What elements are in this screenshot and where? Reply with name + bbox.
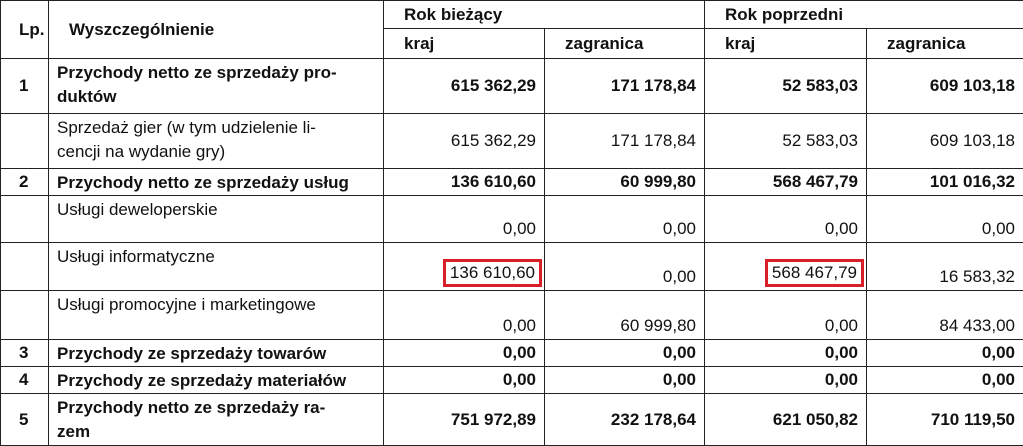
table-row: Usługi promocyjne i marketingowe 0,00 60… — [1, 291, 1023, 340]
cell-previous-foreign: 609 103,18 — [867, 114, 1023, 169]
table-row: 4 Przychody ze sprzedaży materiałów 0,00… — [1, 367, 1023, 394]
header-current-foreign: zagranica — [545, 29, 705, 59]
header-lp: Lp. — [1, 1, 49, 59]
cell-previous-domestic: 0,00 — [705, 340, 867, 367]
cell-previous-foreign: 0,00 — [867, 367, 1023, 394]
row-description: Przychody netto ze sprzedaży usług — [49, 169, 384, 196]
cell-previous-domestic: 52 583,03 — [705, 59, 867, 114]
table-row: Sprzedaż gier (w tym udzielenie li- cenc… — [1, 114, 1023, 169]
cell-current-foreign: 0,00 — [545, 340, 705, 367]
cell-previous-domestic: 0,00 — [705, 196, 867, 243]
row-lp — [1, 243, 49, 291]
header-previous-foreign: zagranica — [867, 29, 1023, 59]
row-description: Sprzedaż gier (w tym udzielenie li- cenc… — [49, 114, 384, 169]
cell-previous-foreign: 84 433,00 — [867, 291, 1023, 340]
cell-current-domestic: 0,00 — [384, 291, 545, 340]
header-description: Wyszczególnienie — [49, 1, 384, 59]
row-lp: 2 — [1, 169, 49, 196]
cell-current-domestic: 615 362,29 — [384, 59, 545, 114]
cell-current-foreign: 0,00 — [545, 367, 705, 394]
highlight-box: 136 610,60 — [443, 259, 542, 287]
cell-current-foreign: 60 999,80 — [545, 291, 705, 340]
cell-current-domestic: 615 362,29 — [384, 114, 545, 169]
table-row: Usługi informatyczne 136 610,60 0,00 568… — [1, 243, 1023, 291]
cell-current-domestic: 136 610,60 — [384, 243, 545, 291]
cell-current-foreign: 60 999,80 — [545, 169, 705, 196]
cell-previous-domestic: 568 467,79 — [705, 169, 867, 196]
cell-current-domestic: 136 610,60 — [384, 169, 545, 196]
cell-previous-foreign: 101 016,32 — [867, 169, 1023, 196]
cell-current-foreign: 232 178,64 — [545, 394, 705, 446]
row-description-line: Przychody netto ze sprzedaży pro- — [57, 61, 375, 85]
header-current-domestic: kraj — [384, 29, 545, 59]
row-description-line: cencji na wydanie gry) — [57, 140, 375, 164]
row-description-line: duktów — [57, 85, 375, 109]
row-lp: 3 — [1, 340, 49, 367]
cell-previous-domestic: 621 050,82 — [705, 394, 867, 446]
row-description: Przychody netto ze sprzedaży ra- zem — [49, 394, 384, 446]
row-description: Usługi informatyczne — [49, 243, 384, 291]
cell-previous-domestic: 568 467,79 — [705, 243, 867, 291]
row-lp: 1 — [1, 59, 49, 114]
cell-previous-domestic: 0,00 — [705, 291, 867, 340]
header-previous-domestic: kraj — [705, 29, 867, 59]
cell-previous-foreign: 0,00 — [867, 196, 1023, 243]
row-lp: 5 — [1, 394, 49, 446]
row-description: Usługi deweloperskie — [49, 196, 384, 243]
row-lp — [1, 196, 49, 243]
cell-current-foreign: 0,00 — [545, 196, 705, 243]
cell-current-foreign: 171 178,84 — [545, 114, 705, 169]
row-lp — [1, 291, 49, 340]
cell-previous-foreign: 16 583,32 — [867, 243, 1023, 291]
cell-current-domestic: 751 972,89 — [384, 394, 545, 446]
table-row: Usługi deweloperskie 0,00 0,00 0,00 0,00 — [1, 196, 1023, 243]
cell-previous-foreign: 609 103,18 — [867, 59, 1023, 114]
header-previous-year: Rok poprzedni — [705, 1, 1023, 29]
table-row: 1 Przychody netto ze sprzedaży pro- dukt… — [1, 59, 1023, 114]
cell-current-domestic: 0,00 — [384, 196, 545, 243]
cell-current-foreign: 0,00 — [545, 243, 705, 291]
row-lp: 4 — [1, 367, 49, 394]
row-description-line: Sprzedaż gier (w tym udzielenie li- — [57, 116, 375, 140]
cell-current-domestic: 0,00 — [384, 367, 545, 394]
row-description: Przychody ze sprzedaży towarów — [49, 340, 384, 367]
cell-previous-foreign: 710 119,50 — [867, 394, 1023, 446]
row-description-line: zem — [57, 420, 375, 444]
cell-previous-domestic: 52 583,03 — [705, 114, 867, 169]
highlight-box: 568 467,79 — [765, 259, 864, 287]
row-description-line: Przychody netto ze sprzedaży ra- — [57, 396, 375, 420]
cell-current-foreign: 171 178,84 — [545, 59, 705, 114]
table-row: 3 Przychody ze sprzedaży towarów 0,00 0,… — [1, 340, 1023, 367]
table-row: 5 Przychody netto ze sprzedaży ra- zem 7… — [1, 394, 1023, 446]
table-row: 2 Przychody netto ze sprzedaży usług 136… — [1, 169, 1023, 196]
header-current-year: Rok bieżący — [384, 1, 705, 29]
row-description: Przychody netto ze sprzedaży pro- duktów — [49, 59, 384, 114]
cell-previous-domestic: 0,00 — [705, 367, 867, 394]
cell-current-domestic: 0,00 — [384, 340, 545, 367]
row-description: Przychody ze sprzedaży materiałów — [49, 367, 384, 394]
row-description: Usługi promocyjne i marketingowe — [49, 291, 384, 340]
cell-previous-foreign: 0,00 — [867, 340, 1023, 367]
row-lp — [1, 114, 49, 169]
